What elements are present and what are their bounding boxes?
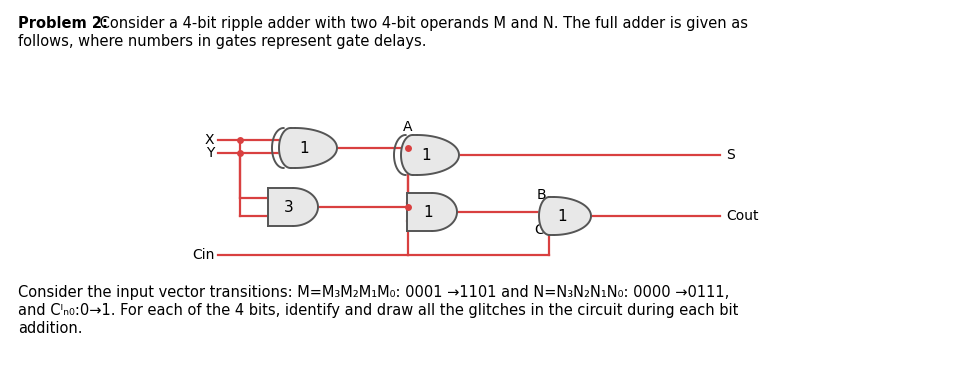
Text: 3: 3 (284, 199, 293, 215)
Text: Problem 2:: Problem 2: (18, 16, 108, 31)
Text: 1: 1 (299, 141, 309, 156)
Text: A: A (403, 120, 412, 134)
Text: Consider a 4-bit ripple adder with two 4-bit operands M and N. The full adder is: Consider a 4-bit ripple adder with two 4… (95, 16, 748, 31)
Text: 1: 1 (421, 147, 431, 162)
Text: and Cᴵₙ₀:0→1. For each of the 4 bits, identify and draw all the glitches in the : and Cᴵₙ₀:0→1. For each of the 4 bits, id… (18, 303, 738, 318)
Polygon shape (401, 135, 459, 175)
Text: Cout: Cout (726, 209, 759, 223)
Text: S: S (726, 148, 735, 162)
Text: 1: 1 (557, 208, 566, 224)
Polygon shape (539, 197, 591, 235)
Polygon shape (268, 188, 318, 226)
Polygon shape (279, 128, 337, 168)
Text: addition.: addition. (18, 321, 83, 336)
Text: B: B (536, 188, 546, 202)
Text: Y: Y (206, 146, 214, 160)
Text: X: X (205, 133, 214, 147)
Text: 1: 1 (423, 205, 433, 220)
Text: Cin: Cin (193, 248, 215, 262)
Text: C: C (534, 223, 544, 237)
Text: Consider the input vector transitions: M=M₃M₂M₁M₀: 0001 →1101 and N=N₃N₂N₁N₀: 00: Consider the input vector transitions: M… (18, 285, 729, 300)
Text: follows, where numbers in gates represent gate delays.: follows, where numbers in gates represen… (18, 34, 426, 49)
Polygon shape (407, 193, 457, 231)
